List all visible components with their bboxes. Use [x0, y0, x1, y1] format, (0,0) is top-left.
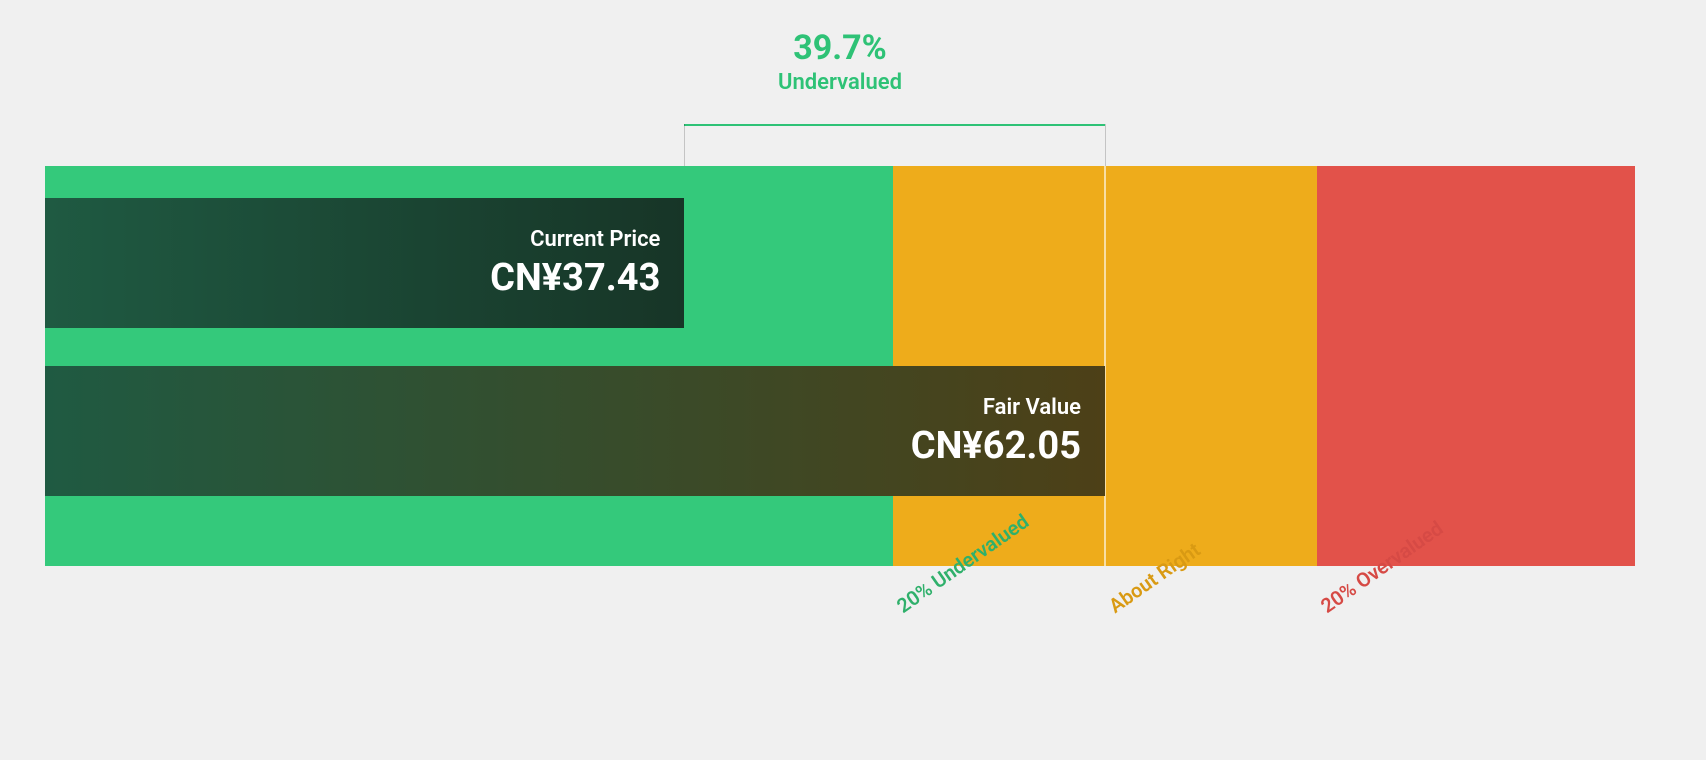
current-price-value: CN¥37.43	[490, 256, 660, 300]
current-price-bar: Current Price CN¥37.43	[45, 198, 684, 328]
chart-area: Current Price CN¥37.43 Fair Value CN¥62.…	[45, 166, 1635, 566]
valuation-header: 39.7% Undervalued	[45, 28, 1635, 95]
current-price-label: Current Price	[530, 227, 660, 252]
valuation-status-label: Undervalued	[45, 70, 1635, 95]
fair-value-bar: Fair Value CN¥62.05	[45, 366, 1105, 496]
zone-about_right	[1105, 166, 1317, 566]
fair-value-label: Fair Value	[983, 395, 1081, 420]
current-price-tick	[684, 124, 685, 166]
header-rule	[684, 124, 1105, 126]
zone-overvalued_20	[1317, 166, 1635, 566]
valuation-chart: 39.7% Undervalued Current Price CN¥37.43…	[45, 0, 1635, 760]
fair-value-value: CN¥62.05	[911, 424, 1081, 468]
fair-value-tick	[1105, 124, 1106, 166]
valuation-percent: 39.7%	[45, 28, 1635, 68]
